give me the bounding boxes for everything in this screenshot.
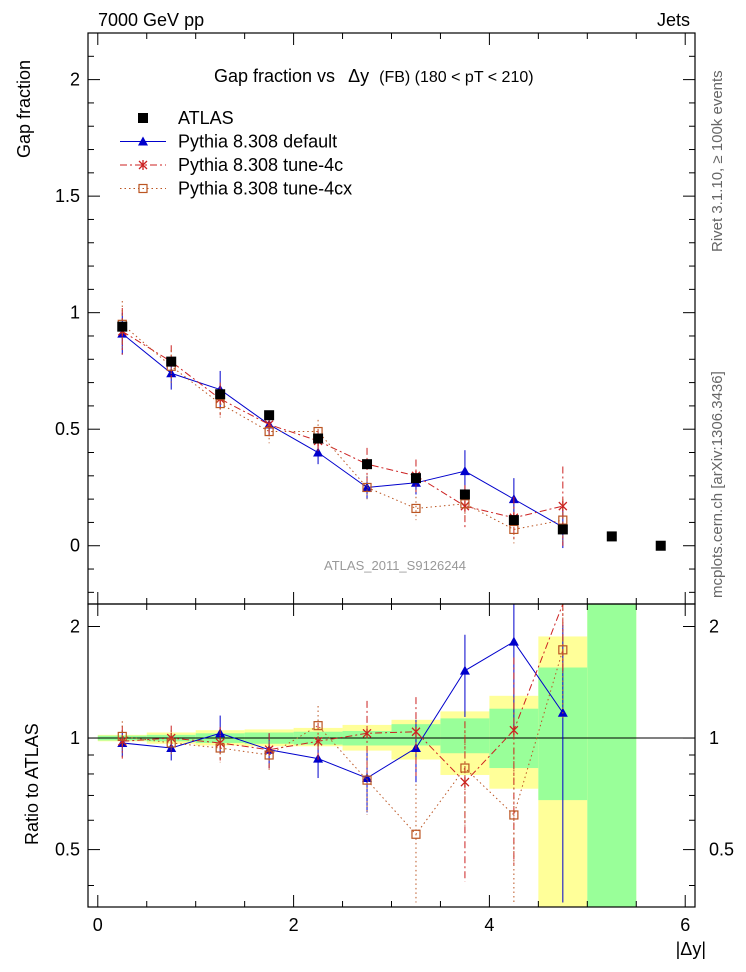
x-tick-label: 0 (93, 915, 103, 935)
stat-uncertainty-band (587, 604, 637, 907)
y-tick-label-right: 1 (709, 728, 719, 748)
legend-label: ATLAS (178, 108, 234, 128)
x-tick-label: 2 (289, 915, 299, 935)
y-tick-label: 2 (70, 70, 80, 90)
tune4cx-marker (215, 398, 225, 409)
tune4cx-marker (509, 810, 519, 820)
mcplots-label: mcplots.cern.ch [arXiv:1306.3436] (709, 371, 726, 598)
bottom-panel-axes: 0.5 0.5 1 1 2 2 0 2 4 6 (55, 604, 734, 935)
top-series-line (121, 333, 564, 528)
tune4c-marker (460, 777, 470, 788)
tune4cx-marker (117, 731, 127, 742)
atlas-marker (557, 524, 568, 535)
legend-label: Pythia 8.308 tune-4cx (178, 179, 352, 199)
uncertainty-bands (88, 604, 695, 907)
tune4c-marker (362, 728, 372, 739)
bottom-y-axis-label: Ratio to ATLAS (22, 723, 42, 845)
default-marker (362, 482, 373, 492)
title-sub: (FB) (180 < pT < 210) (379, 69, 533, 86)
atlas-marker (606, 531, 617, 542)
bottom-panel-frame (87, 603, 696, 908)
atlas-marker (215, 389, 226, 400)
title-var: Δy (348, 66, 369, 86)
y-tick-label: 2 (70, 616, 80, 636)
y-tick-label: 1.5 (55, 186, 80, 206)
default-marker (138, 136, 148, 146)
default-marker (362, 773, 373, 783)
tune4cx-marker (362, 482, 372, 493)
analysis-watermark: ATLAS_2011_S9126244 (324, 558, 466, 573)
atlas-marker (508, 515, 519, 526)
tune4c-marker (460, 501, 470, 512)
tune4cx-marker (215, 743, 225, 753)
atlas-marker (264, 410, 275, 421)
tune4cx-marker (460, 763, 470, 773)
tune4cx-marker (264, 750, 274, 760)
atlas-marker (410, 473, 421, 484)
process-label: Jets (657, 10, 690, 30)
legend-label: Pythia 8.308 default (178, 132, 337, 152)
tune4cx-marker (264, 426, 274, 437)
atlas-marker (459, 489, 470, 500)
ratio-series-line (122, 641, 564, 779)
y-tick-label: 0 (70, 536, 80, 556)
top-panel-axes: 0 0.5 1 1.5 2 (55, 33, 695, 604)
tune4cx-marker (509, 524, 519, 535)
y-tick-label-right: 0.5 (709, 840, 734, 860)
legend: ATLAS Pythia 8.308 default Pythia 8.308 tu… (120, 108, 352, 199)
data-marks (117, 301, 666, 903)
ratio-series-line (122, 603, 564, 783)
atlas-marker (362, 459, 373, 470)
rivet-label: Rivet 3.1.10, ≥ 100k events (709, 70, 726, 252)
legend-label: Pythia 8.308 tune-4c (178, 155, 343, 175)
y-tick-label-right: 2 (709, 616, 719, 636)
tune4c-marker (411, 726, 421, 737)
tune4cx-marker (362, 775, 372, 785)
default-marker (313, 447, 324, 457)
tune4cx-marker (558, 515, 568, 525)
atlas-marker (313, 433, 324, 444)
x-axis-label: |Δy| (676, 939, 706, 959)
tune4cx-marker (166, 738, 176, 748)
energy-label: 7000 GeV pp (98, 10, 204, 30)
y-tick-label: 1 (70, 303, 80, 323)
tune4cx-marker (558, 645, 568, 655)
atlas-marker (166, 356, 177, 367)
default-marker (459, 665, 470, 675)
tune4c-marker (138, 160, 148, 170)
x-tick-label: 6 (680, 915, 690, 935)
atlas-marker (655, 540, 666, 551)
default-marker (508, 636, 519, 646)
tune4c-marker (509, 725, 519, 736)
top-y-axis-label: Gap fraction (14, 60, 34, 158)
default-marker (459, 466, 470, 476)
y-tick-label: 0.5 (55, 419, 80, 439)
tune4cx-marker (460, 499, 470, 509)
tune4cx-marker (411, 829, 421, 839)
title-main: Gap fraction vs (214, 66, 335, 86)
chart-title: Gap fraction vs Δy (FB) (180 < pT < 210) (214, 66, 534, 86)
top-series-line (121, 323, 563, 530)
atlas-marker (117, 321, 128, 332)
tune4cx-marker (411, 503, 421, 514)
atlas-marker (138, 113, 148, 123)
tune4cx-marker (138, 183, 148, 194)
y-tick-label: 0.5 (55, 840, 80, 860)
tune4cx-marker (313, 721, 323, 731)
y-tick-label: 1 (70, 728, 80, 748)
x-tick-label: 4 (484, 915, 494, 935)
